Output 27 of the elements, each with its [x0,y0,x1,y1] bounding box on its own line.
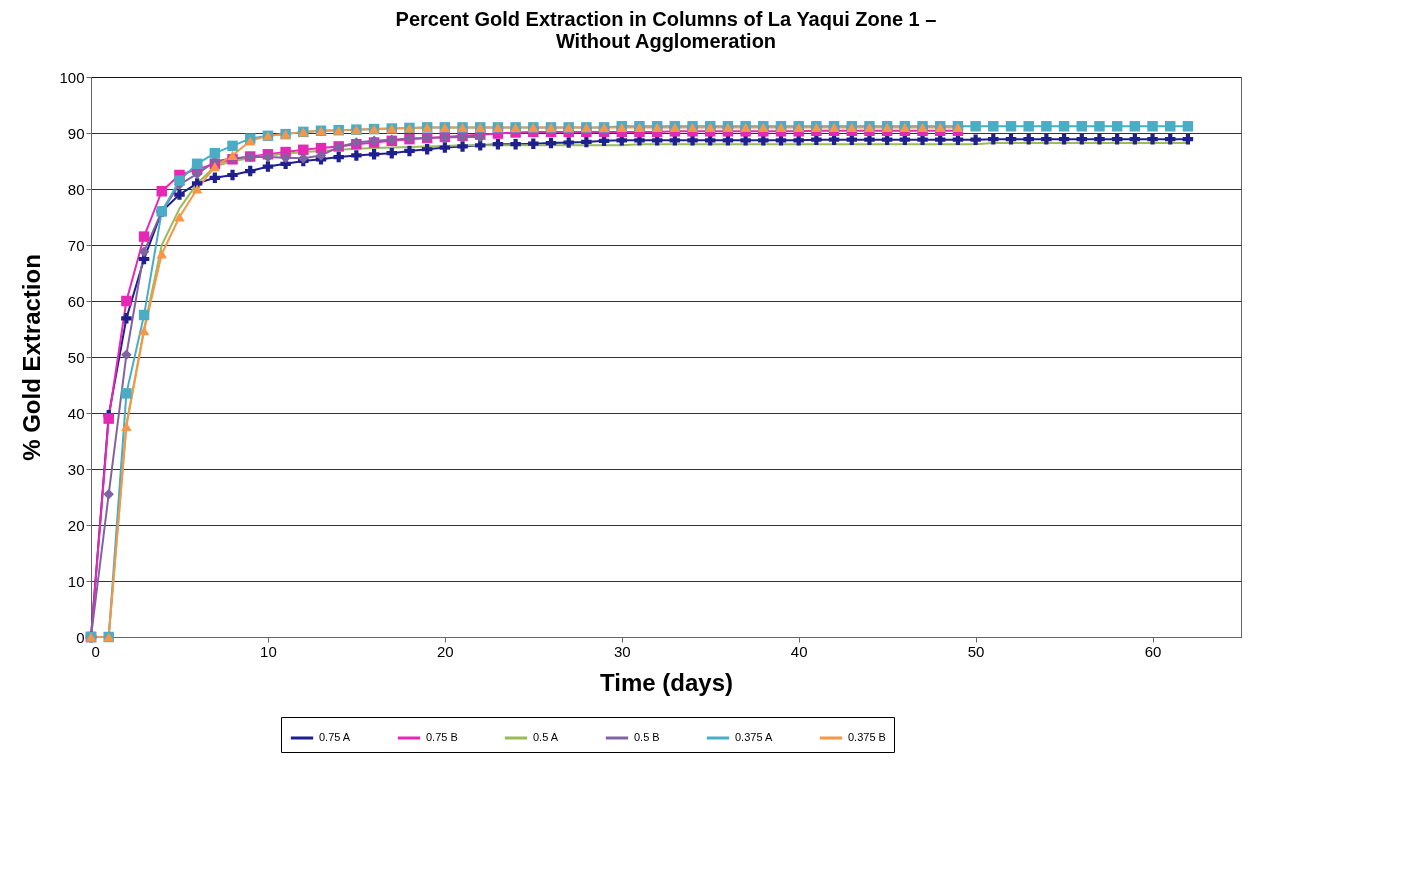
y-tick-label: 40 [67,404,85,422]
x-tick-label: 20 [437,642,454,660]
y-tick-label: 50 [67,348,85,366]
x-tick-label: 50 [967,642,985,660]
y-tick-label: 70 [67,236,85,254]
x-axis-title: Time (days) [600,668,733,696]
legend-label: 0.5 B [634,731,660,743]
legend-label: 0.375 B [848,731,886,743]
y-tick-label: 0 [76,628,85,646]
x-tick-label: 0 [91,642,100,660]
y-tick-label: 80 [67,180,85,198]
legend-label: 0.5 A [533,731,559,743]
y-tick-label: 100 [59,68,85,86]
y-tick-label: 10 [67,572,85,590]
x-tick-label: 30 [613,642,631,660]
chart-title: Percent Gold Extraction in Columns of La Yaqui Zone 1 – Without Agglomeration [395,8,937,52]
y-tick-label: 30 [67,460,85,478]
legend-label: 0.375 A [735,731,773,743]
x-tick-label: 10 [260,642,277,660]
y-tick-label: 20 [67,516,85,534]
y-tick-label: 60 [67,292,85,310]
x-tick-label: 60 [1144,642,1162,660]
x-tick-label: 40 [790,642,808,660]
legend-label: 0.75 A [319,731,351,743]
y-tick-label: 90 [67,124,85,142]
y-axis-title: % Gold Extraction [18,254,46,461]
legend-label: 0.75 B [426,731,458,743]
